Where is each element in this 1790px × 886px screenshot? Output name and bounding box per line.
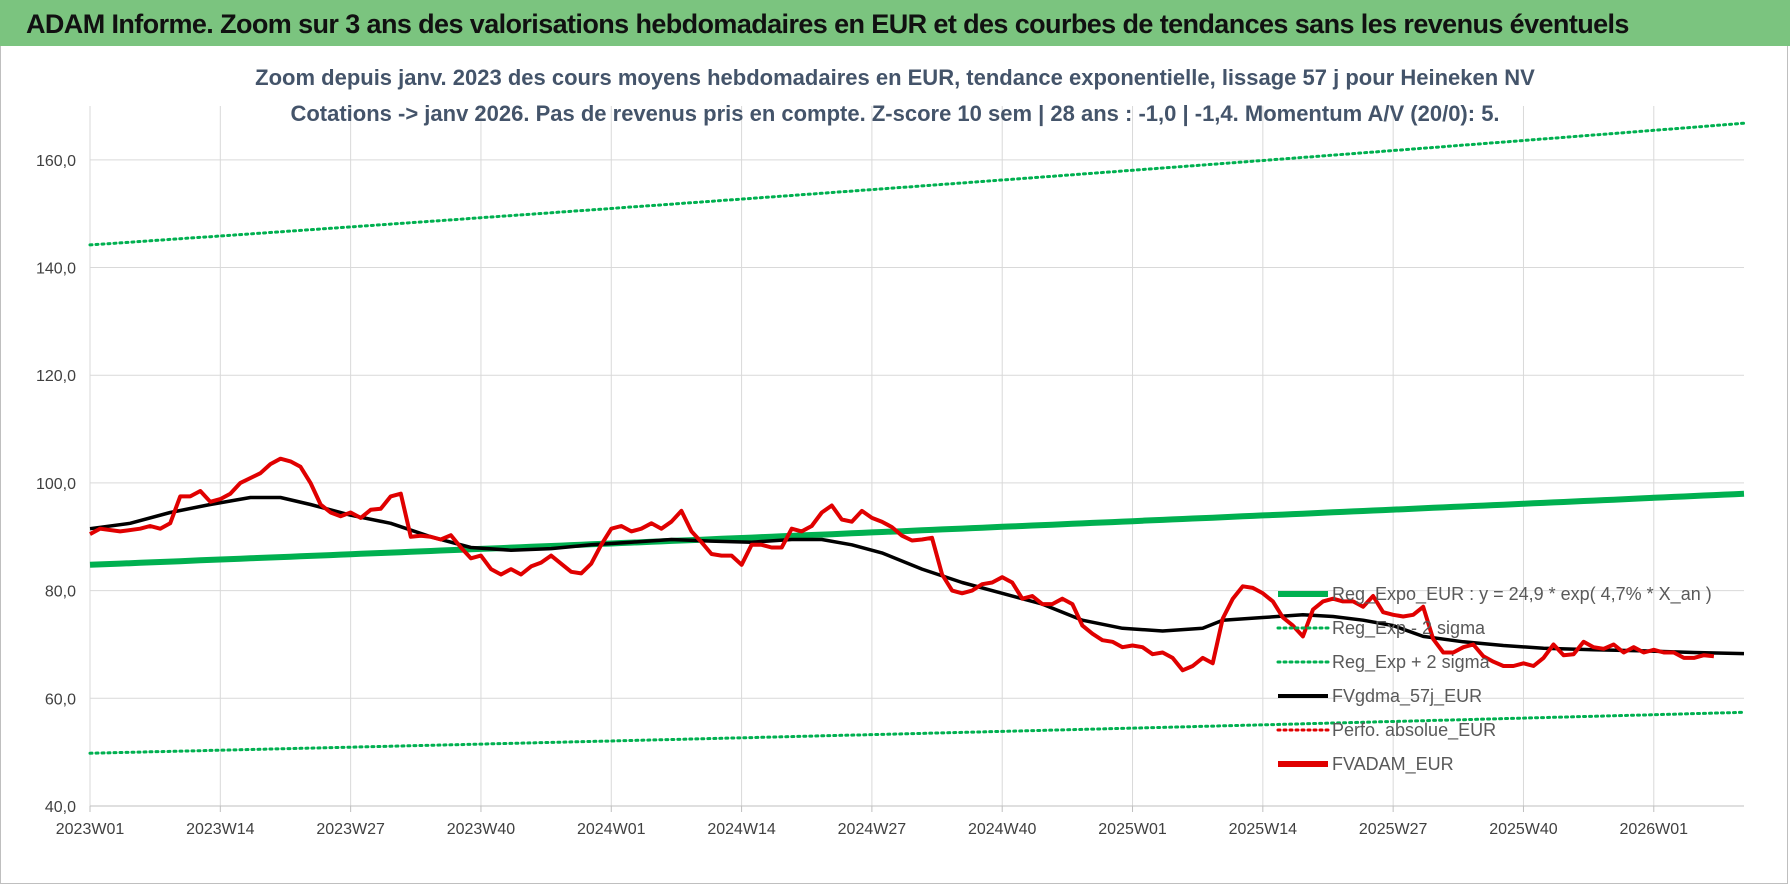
series-reg-exp-plus-2sigma <box>88 121 1746 247</box>
x-tick-label: 2025W01 <box>1098 821 1167 838</box>
chart-svg: Zoom depuis janv. 2023 des cours moyens … <box>36 65 1746 838</box>
y-axis: 40,0 60,0 80,0 100,0 120,0 140,0 160,0 <box>36 153 76 816</box>
y-tick-label: 60,0 <box>45 691 76 708</box>
y-tick-label: 100,0 <box>36 476 76 493</box>
series-fvadam-eur <box>89 456 1715 673</box>
legend-label: Reg_Expo_EUR : y = 24,9 * exp( 4,7% * X_… <box>1332 584 1712 605</box>
y-tick-label: 160,0 <box>36 153 76 170</box>
legend-label: FVgdma_57j_EUR <box>1332 686 1482 707</box>
y-tick-label: 40,0 <box>45 799 76 816</box>
series-group <box>88 121 1746 755</box>
series-fvgdma-57j-eur <box>89 495 1745 656</box>
banner-title: ADAM Informe. Zoom sur 3 ans des valoris… <box>0 0 1790 46</box>
x-tick-label: 2023W14 <box>186 821 255 838</box>
x-tick-label: 2025W40 <box>1489 821 1558 838</box>
x-tick-label: 2025W27 <box>1359 821 1428 838</box>
legend-label: FVADAM_EUR <box>1332 754 1454 775</box>
gridlines <box>89 106 1744 807</box>
x-tick-label: 2023W27 <box>316 821 385 838</box>
series-reg-exp-minus-2sigma <box>88 710 1746 755</box>
legend-label: Perfo. absolue_EUR <box>1332 720 1496 741</box>
chart-title-line1: Zoom depuis janv. 2023 des cours moyens … <box>255 65 1535 90</box>
x-tick-label: 2024W27 <box>838 821 907 838</box>
y-tick-label: 80,0 <box>45 584 76 601</box>
x-tick-label: 2025W14 <box>1229 821 1298 838</box>
chart-title-line2: Cotations -> janv 2026. Pas de revenus p… <box>290 101 1499 126</box>
y-tick-label: 140,0 <box>36 261 76 278</box>
x-tick-label: 2024W01 <box>577 821 646 838</box>
legend-label: Reg_Exp + 2 sigma <box>1332 652 1491 673</box>
x-tick-label: 2026W01 <box>1620 821 1689 838</box>
legend-label: Reg_Exp - 2 sigma <box>1332 618 1486 639</box>
x-tick-label: 2024W14 <box>707 821 776 838</box>
x-tick-label: 2023W01 <box>56 821 125 838</box>
series-reg-expo-eur <box>89 490 1745 568</box>
x-tick-label: 2023W40 <box>447 821 516 838</box>
x-tick-label: 2024W40 <box>968 821 1037 838</box>
legend: Reg_Expo_EUR : y = 24,9 * exp( 4,7% * X_… <box>1276 584 1712 775</box>
x-axis: 2023W01 2023W14 2023W27 2023W40 2024W01 2024W… <box>56 805 1744 838</box>
y-tick-label: 120,0 <box>36 368 76 385</box>
